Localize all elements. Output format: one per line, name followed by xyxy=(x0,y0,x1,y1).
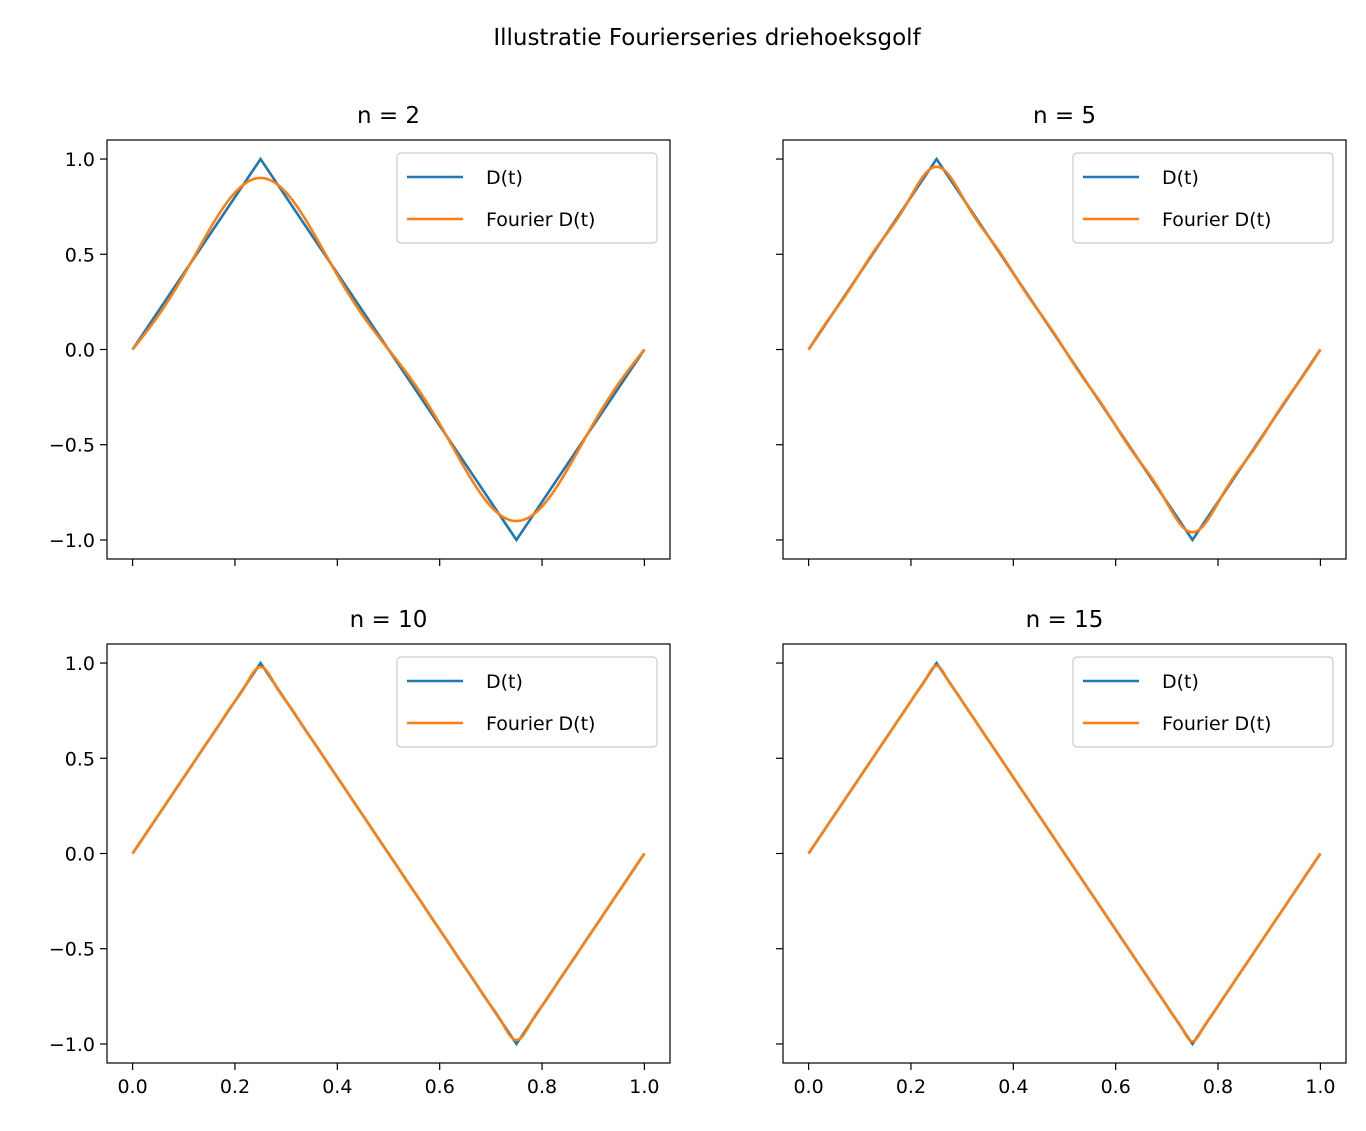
x-tick-label: 0.4 xyxy=(998,1076,1028,1098)
legend-label: Fourier D(t) xyxy=(1162,713,1271,735)
legend-label: D(t) xyxy=(1162,167,1199,189)
legend-label: Fourier D(t) xyxy=(486,713,595,735)
series-line-fourier-d-t xyxy=(807,165,1322,534)
x-tick-label: 0.2 xyxy=(896,1076,926,1098)
axes-frame xyxy=(782,643,1347,1064)
axes-frame xyxy=(106,139,671,560)
x-tick-label: 1.0 xyxy=(1305,1076,1335,1098)
y-tick-label: −1.0 xyxy=(49,530,95,552)
legend: D(t) Fourier D(t) xyxy=(1072,656,1334,748)
x-tick-label: 0.4 xyxy=(322,1076,352,1098)
subplot-4: n = 15 0.0 0.2 0.4 0.6 0.8 1.0 D(t) Fourier D(t) xyxy=(776,607,1347,1098)
plot-area xyxy=(807,156,1322,543)
subplot-3: n = 10 0.0 0.2 0.4 0.6 0.8 1.0 1.0 0.5 0.0 −0.5 −1.… xyxy=(49,607,671,1098)
legend-label: Fourier D(t) xyxy=(486,209,595,231)
x-tick-label: 1.0 xyxy=(629,1076,659,1098)
legend-label: D(t) xyxy=(486,671,523,693)
legend-frame xyxy=(1072,152,1334,244)
legend: D(t) Fourier D(t) xyxy=(396,152,658,244)
x-tick-label: 0.0 xyxy=(117,1076,147,1098)
y-tick-label: 1.0 xyxy=(65,149,95,171)
axes-frame xyxy=(106,643,671,1064)
y-tick-label: −0.5 xyxy=(49,435,95,457)
plot-area xyxy=(131,660,646,1047)
x-tick-label: 0.0 xyxy=(793,1076,823,1098)
subplot-1: n = 2 1.0 0.5 0.0 −0.5 −1.0 D(t) Fourier D(t) xyxy=(49,103,671,566)
axes-frame xyxy=(782,139,1347,560)
subplot-title: n = 10 xyxy=(350,607,428,633)
y-tick-label: 1.0 xyxy=(65,653,95,675)
series-line-fourier-d-t xyxy=(131,176,646,523)
series-line-fourier-d-t xyxy=(131,665,646,1042)
series-line-fourier-d-t xyxy=(807,664,1322,1043)
legend-frame xyxy=(396,152,658,244)
y-tick-label: 0.0 xyxy=(65,844,95,866)
subplot-grid: n = 21.00.50.0−0.5−1.0D(t)Fourier D(t)n … xyxy=(49,103,1347,1098)
y-tick-label: 0.5 xyxy=(65,748,95,770)
figure-title: Illustratie Fourierseries driehoeksgolf xyxy=(493,25,921,51)
x-tick-label: 0.2 xyxy=(220,1076,250,1098)
x-tick-label: 0.8 xyxy=(527,1076,557,1098)
legend: D(t) Fourier D(t) xyxy=(396,656,658,748)
x-tick-label: 0.6 xyxy=(425,1076,455,1098)
subplot-2: n = 5 D(t) Fourier D(t) xyxy=(776,103,1347,566)
legend-label: Fourier D(t) xyxy=(1162,209,1271,231)
plot-area xyxy=(131,156,646,543)
x-tick-label: 0.6 xyxy=(1101,1076,1131,1098)
y-tick-label: 0.0 xyxy=(65,340,95,362)
subplot-title: n = 5 xyxy=(1033,103,1096,129)
legend-frame xyxy=(1072,656,1334,748)
legend-frame xyxy=(396,656,658,748)
legend: D(t) Fourier D(t) xyxy=(1072,152,1334,244)
legend-label: D(t) xyxy=(1162,671,1199,693)
legend-label: D(t) xyxy=(486,167,523,189)
subplot-title: n = 2 xyxy=(357,103,420,129)
subplot-title: n = 15 xyxy=(1026,607,1104,633)
y-tick-label: −0.5 xyxy=(49,939,95,961)
y-tick-label: −1.0 xyxy=(49,1034,95,1056)
y-tick-label: 0.5 xyxy=(65,244,95,266)
x-tick-label: 0.8 xyxy=(1203,1076,1233,1098)
plot-area xyxy=(807,660,1322,1047)
